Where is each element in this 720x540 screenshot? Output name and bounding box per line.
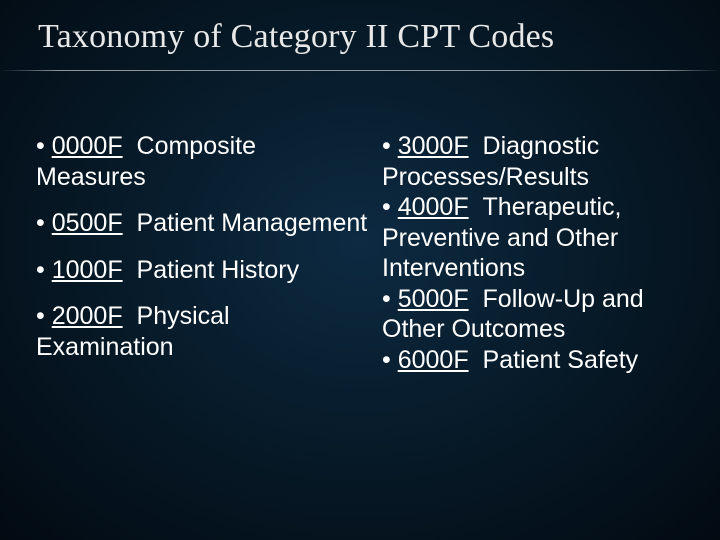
- list-item: • 0500F Patient Management: [36, 208, 370, 239]
- bullet-icon: •: [36, 209, 45, 237]
- cpt-code: 5000F: [398, 285, 469, 313]
- cpt-label: Patient History: [137, 256, 300, 284]
- list-item: • 2000F Physical Examination: [36, 301, 370, 362]
- list-item: • 6000F Patient Safety: [382, 345, 690, 376]
- cpt-code: 2000F: [52, 302, 123, 330]
- cpt-code: 0000F: [52, 132, 123, 160]
- slide-title: Taxonomy of Category II CPT Codes: [0, 0, 720, 70]
- list-item: • 1000F Patient History: [36, 255, 370, 286]
- list-item: • 5000F Follow-Up and Other Outcomes: [382, 284, 690, 345]
- cpt-code: 3000F: [398, 132, 469, 160]
- list-item: • 4000F Therapeutic, Preventive and Othe…: [382, 192, 690, 284]
- cpt-code: 1000F: [52, 256, 123, 284]
- content-area: • 0000F Composite Measures • 0500F Patie…: [0, 71, 720, 378]
- bullet-icon: •: [36, 132, 45, 160]
- bullet-icon: •: [36, 256, 45, 284]
- bullet-icon: •: [382, 346, 391, 374]
- cpt-label: Patient Safety: [483, 346, 639, 374]
- slide: Taxonomy of Category II CPT Codes • 0000…: [0, 0, 720, 540]
- bullet-icon: •: [382, 193, 391, 221]
- right-column: • 3000F Diagnostic Processes/Results • 4…: [382, 131, 690, 378]
- list-item: • 3000F Diagnostic Processes/Results: [382, 131, 690, 192]
- cpt-code: 6000F: [398, 346, 469, 374]
- bullet-icon: •: [36, 302, 45, 330]
- bullet-icon: •: [382, 132, 391, 160]
- cpt-code: 0500F: [52, 209, 123, 237]
- cpt-code: 4000F: [398, 193, 469, 221]
- list-item: • 0000F Composite Measures: [36, 131, 370, 192]
- bullet-icon: •: [382, 285, 391, 313]
- cpt-label: Patient Management: [137, 209, 368, 237]
- left-column: • 0000F Composite Measures • 0500F Patie…: [36, 131, 370, 378]
